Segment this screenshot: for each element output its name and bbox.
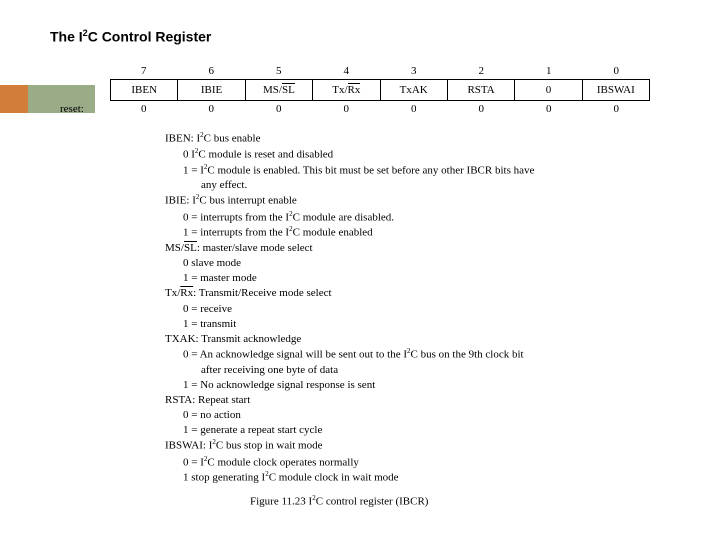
reg-field: IBIE [178,80,245,100]
bitnum: 1 [515,63,583,79]
bitnum: 6 [178,63,246,79]
reg-field: IBEN [111,80,178,100]
reg-field: TxAK [381,80,448,100]
reset-val: 0 [313,101,381,117]
reset-val: 0 [583,101,651,117]
reg-field: IBSWAI [583,80,649,100]
figure-caption: Figure 11.23 I2C control register (IBCR) [250,494,680,508]
reg-field: RSTA [448,80,515,100]
reset-val: 0 [515,101,583,117]
register-row: IBEN IBIE MS/SL Tx/Rx TxAK RSTA 0 IBSWAI [110,79,650,101]
title-pre: The I [50,29,83,45]
bitnum: 3 [380,63,448,79]
bit-number-row: 7 6 5 4 3 2 1 0 [110,63,650,79]
page-title: The I2C Control Register [50,28,680,45]
bitnum: 7 [110,63,178,79]
bitnum: 4 [313,63,381,79]
reset-val: 0 [110,101,178,117]
reg-field: Tx/Rx [313,80,380,100]
reset-row: 0 0 0 0 0 0 0 0 [110,101,650,117]
reg-field: MS/SL [246,80,313,100]
bitnum: 5 [245,63,313,79]
reg-field: 0 [515,80,582,100]
reset-val: 0 [380,101,448,117]
bitnum: 2 [448,63,516,79]
bitnum: 0 [583,63,651,79]
reset-val: 0 [448,101,516,117]
register-diagram: 7 6 5 4 3 2 1 0 IBEN IBIE MS/SL Tx/Rx Tx… [110,63,650,117]
title-post: C Control Register [88,29,212,45]
field-descriptions: IBEN: I2C bus enable 0 I2C module is res… [165,131,680,486]
reset-val: 0 [245,101,313,117]
reset-val: 0 [178,101,246,117]
reset-label: reset: [60,103,84,115]
